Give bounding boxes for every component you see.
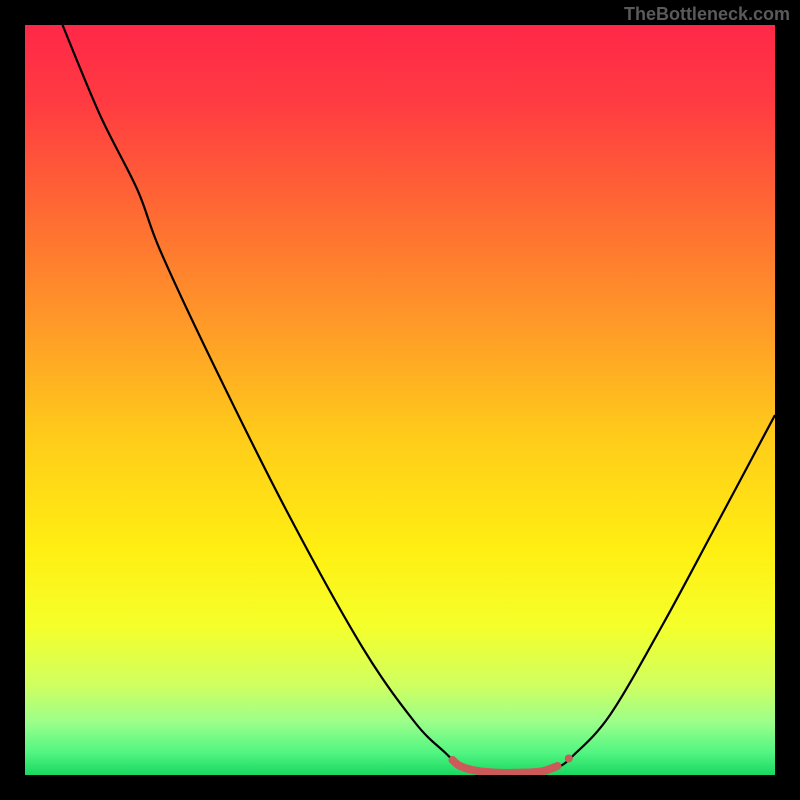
watermark-text: TheBottleneck.com	[624, 4, 790, 25]
gradient-background	[25, 25, 775, 775]
highlight-end-dot	[565, 755, 573, 763]
chart-svg	[25, 25, 775, 775]
bottleneck-chart	[25, 25, 775, 775]
